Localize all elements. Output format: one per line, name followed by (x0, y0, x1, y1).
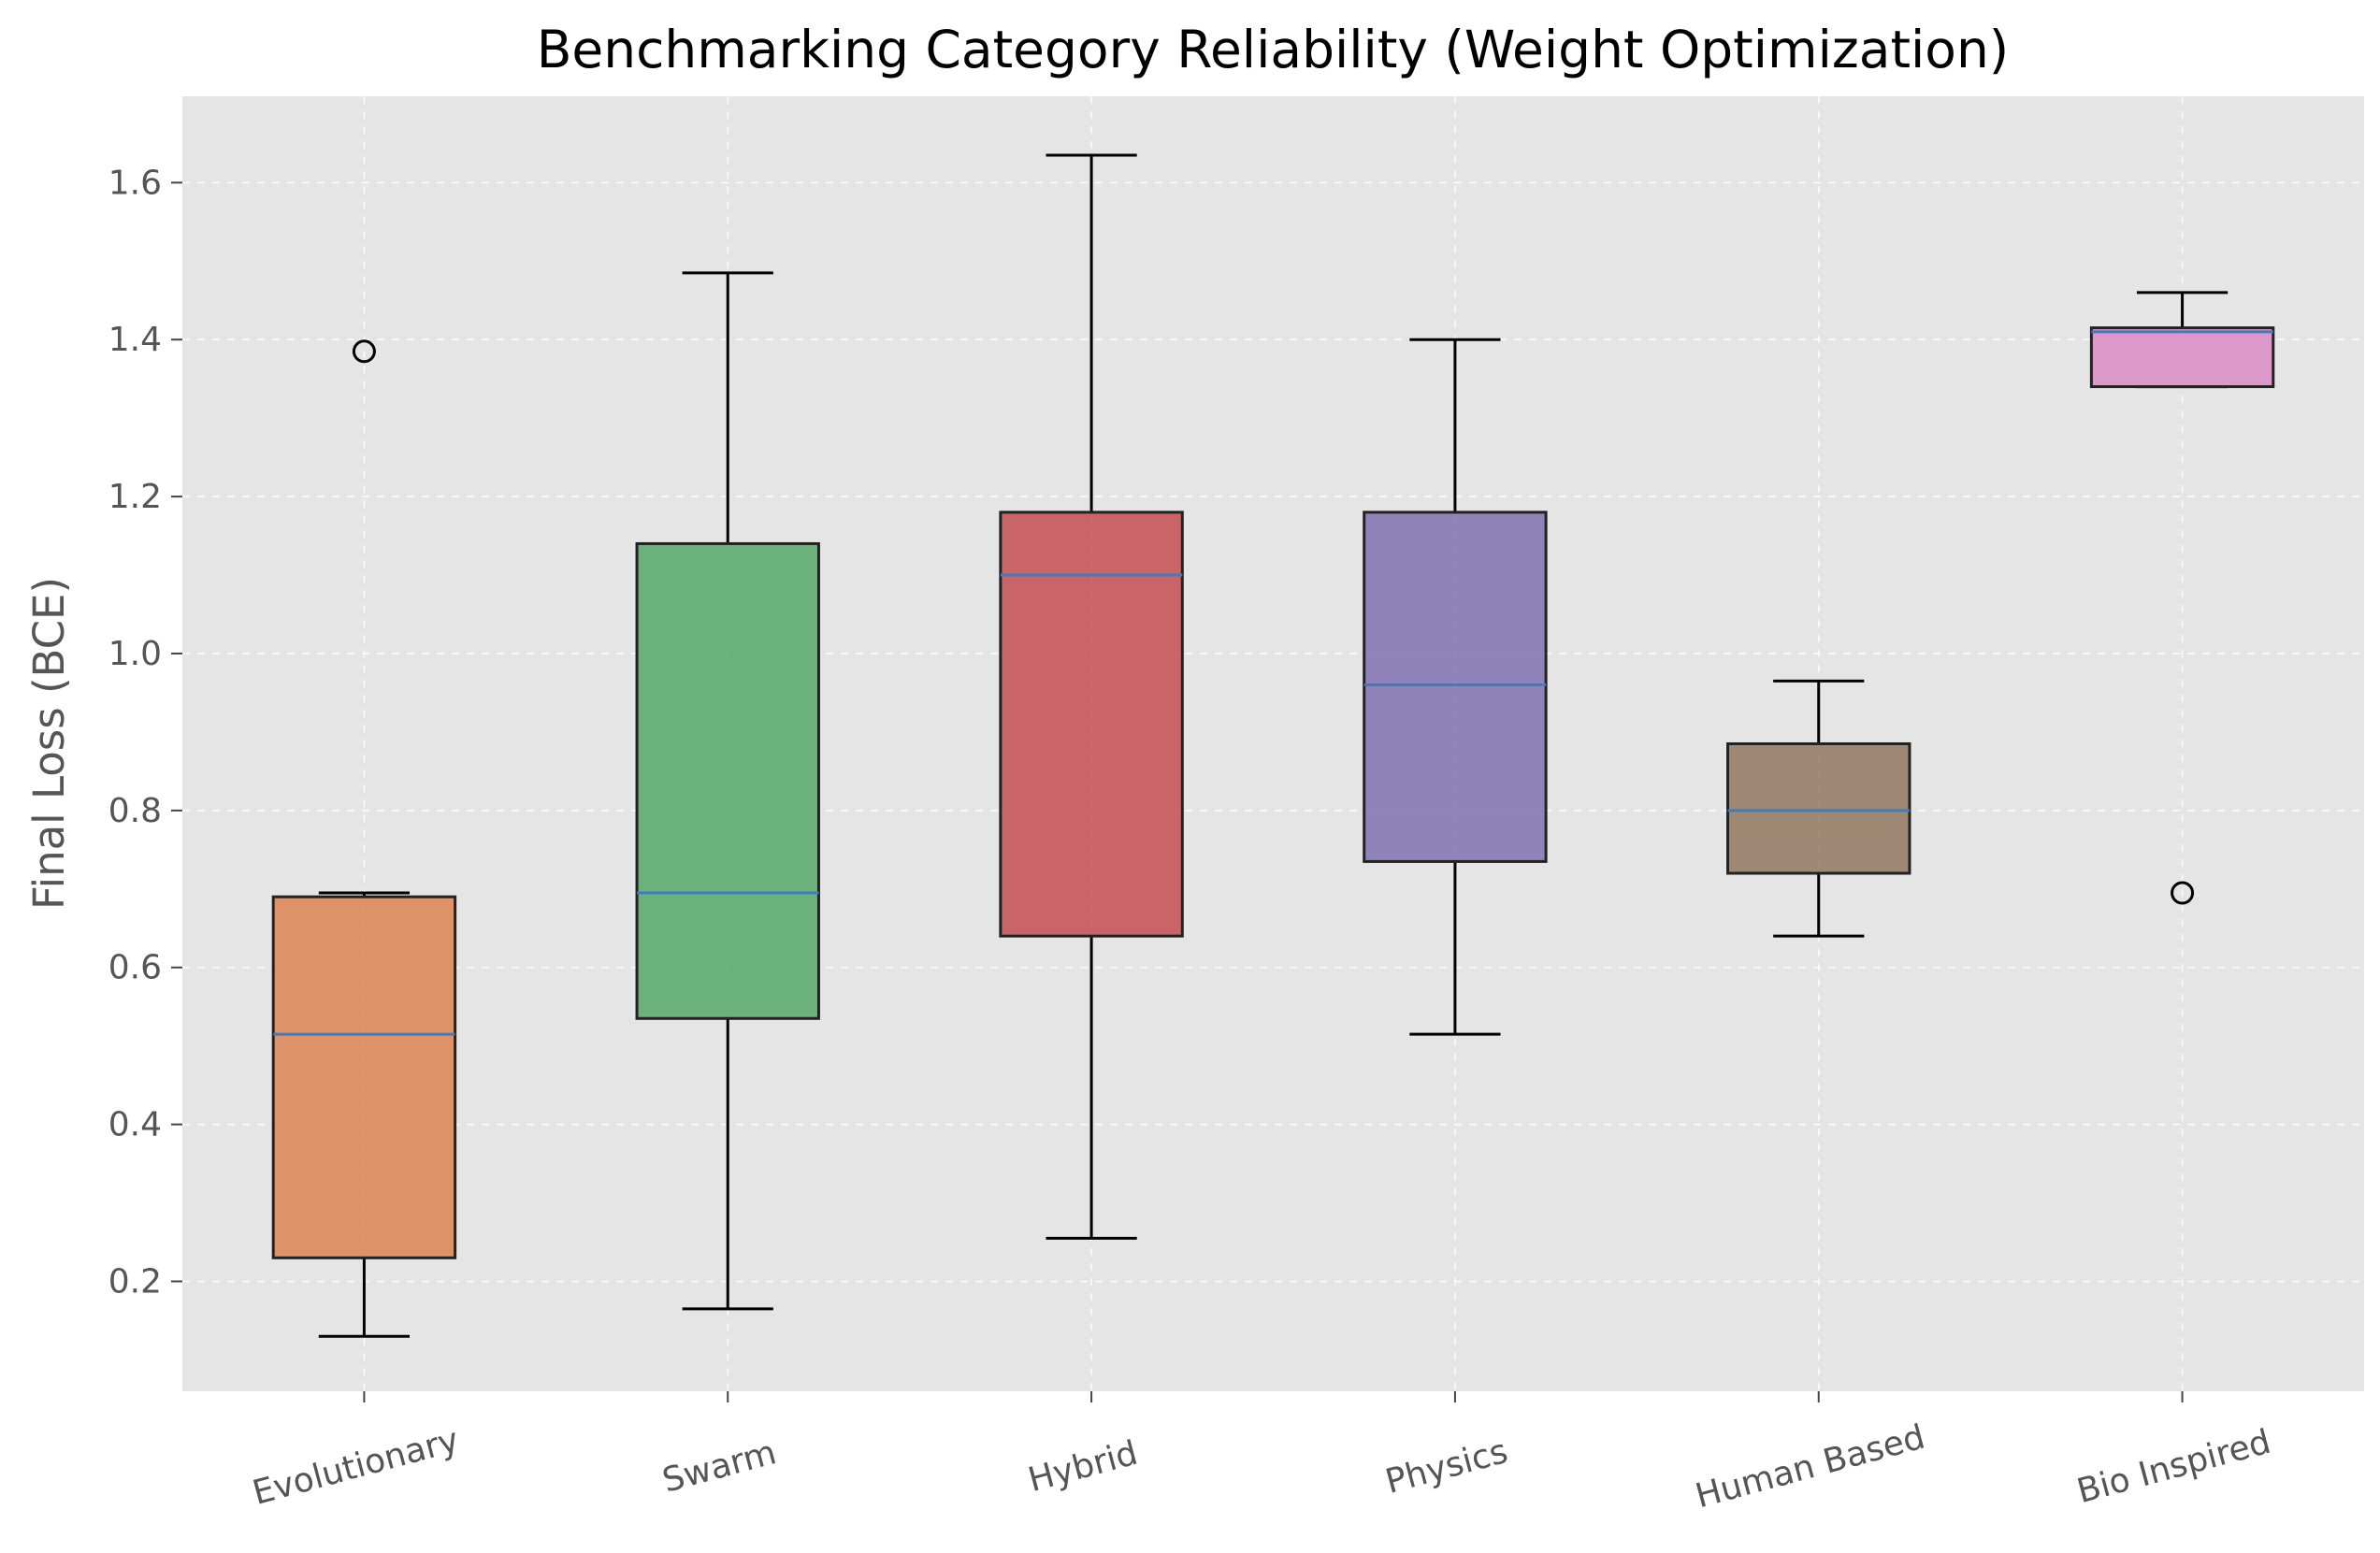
outlier-point (2171, 881, 2195, 905)
box-evolutionary (271, 339, 457, 1338)
x-tick-label: Evolutionary (249, 1421, 463, 1513)
box-iqr (2089, 326, 2275, 389)
box-iqr (999, 510, 1184, 938)
y-axis-label: Final Loss (BCE) (24, 577, 74, 910)
x-tick-label: Physics (1381, 1432, 1511, 1502)
x-tick-label: Human Based (1692, 1418, 1929, 1517)
box-iqr (635, 541, 820, 1020)
x-tick-label: Hybrid (1024, 1434, 1141, 1500)
box-bio-inspired (2089, 291, 2275, 905)
box-iqr (1726, 742, 1911, 875)
plot-area (182, 96, 2364, 1391)
y-axis-ticks: 0.2 0.4 0.6 0.8 1.0 1.2 1.4 1.6 (108, 164, 182, 1301)
y-tick-label: 1.4 (108, 321, 162, 359)
chart-title: Benchmarking Category Reliability (Weigh… (537, 20, 2010, 79)
box-human-based (1726, 679, 1911, 938)
y-tick-label: 0.8 (108, 792, 162, 830)
x-tick-label: Bio Inspired (2073, 1423, 2275, 1512)
y-tick-label: 0.2 (108, 1262, 162, 1301)
boxes (271, 153, 2275, 1338)
box-iqr (271, 895, 457, 1259)
y-tick-label: 1.6 (108, 164, 162, 202)
y-tick-label: 1.2 (108, 478, 162, 516)
box-swarm (635, 271, 820, 1311)
box-iqr (1363, 510, 1548, 863)
y-tick-label: 0.6 (108, 949, 162, 987)
y-tick-label: 1.0 (108, 635, 162, 673)
box-physics (1363, 338, 1548, 1036)
x-tick-label: Swarm (658, 1433, 780, 1501)
outlier-point (352, 339, 376, 364)
x-axis-ticks: Evolutionary Swarm Hybrid Physics Human Base… (249, 1391, 2274, 1516)
box-hybrid (999, 153, 1184, 1240)
y-tick-label: 0.4 (108, 1106, 162, 1144)
